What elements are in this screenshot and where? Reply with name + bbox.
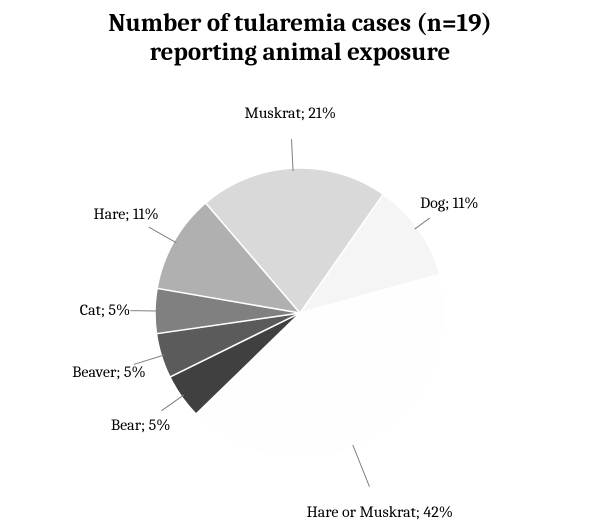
- slice-label-hare: Hare; 11%: [93, 205, 158, 223]
- leader-line: [292, 139, 294, 171]
- chart-title-line2: reporting animal exposure: [0, 39, 600, 68]
- slice-label-muskrat: Muskrat; 21%: [244, 104, 335, 122]
- chart-title: Number of tularemia cases (n=19) reporti…: [0, 0, 600, 68]
- slice-label-cat: Cat; 5%: [80, 301, 130, 319]
- leader-line: [149, 227, 177, 243]
- leader-line: [161, 394, 184, 410]
- leader-line: [353, 444, 370, 486]
- slice-label-bear: Bear; 5%: [111, 416, 171, 434]
- pie-chart: Dog; 11%Hare or Muskrat; 42%Bear; 5%Beav…: [0, 68, 600, 508]
- slice-label-beaver: Beaver; 5%: [72, 363, 146, 381]
- leader-line: [415, 217, 430, 228]
- slice-label-dog: Dog; 11%: [420, 194, 478, 212]
- slice-label-hare-or-muskrat: Hare or Muskrat; 42%: [307, 503, 453, 521]
- chart-title-line1: Number of tularemia cases (n=19): [0, 10, 600, 39]
- pie-svg: [0, 68, 600, 508]
